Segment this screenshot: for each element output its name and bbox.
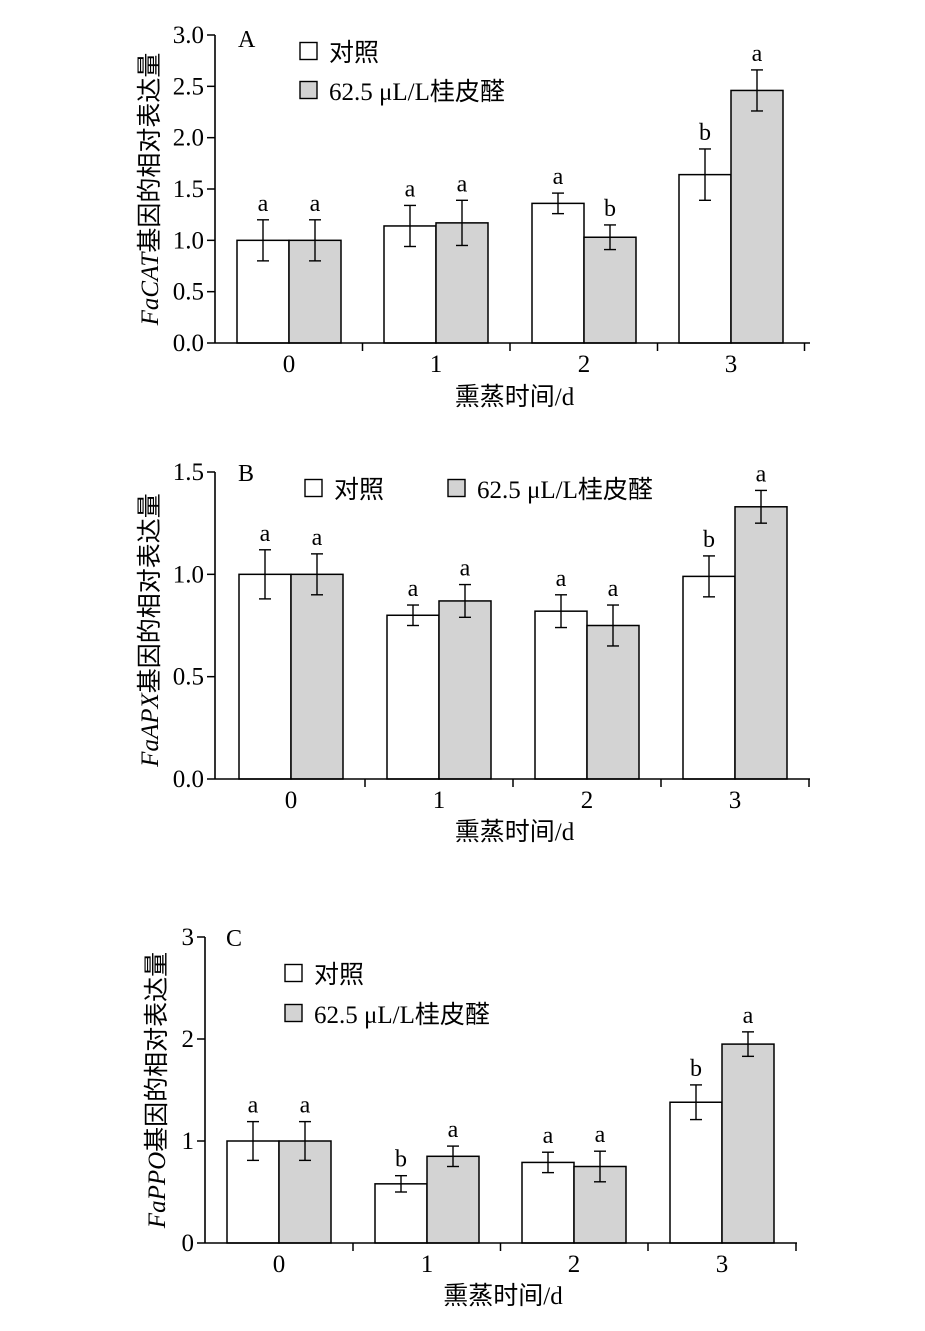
significance-letter: b [703,527,715,553]
y-axis-title: FaPPO基因的相对表达量 [143,952,171,1229]
treatment-bar [290,573,344,780]
significance-letter: a [300,1093,311,1119]
y-axis-title-suffix: 基因的相对表达量 [143,952,171,1152]
significance-letter: a [608,576,619,602]
legend-control-label: 对照 [314,961,364,989]
legend-treatment-label: 62.5 μL/L桂皮醛 [477,476,653,504]
chart-panel-c: a b a b a a a a 0 1 2 3 0 1 2 3 熏蒸时间/d FaPPO基因的相对表达量 C 对照 62… [143,924,797,1310]
y-axis-gene-name: FaPPO [144,1152,171,1229]
significance-letter: a [743,1003,754,1029]
control-bar [374,1183,428,1244]
significance-letter: a [556,566,567,592]
significance-letter: a [543,1123,554,1149]
panel-label: A [238,27,256,53]
significance-letter: a [457,171,468,197]
x-tick-label: 0 [273,1251,286,1278]
y-axis-gene-name: FaAPX [137,691,164,767]
y-tick-label: 2.5 [173,73,204,100]
control-bar [534,610,588,780]
x-axis-title: 熏蒸时间/d [455,383,575,411]
y-axis-gene-name: FaCAT [137,251,164,327]
control-bar [682,575,736,780]
y-tick-label: 3 [182,924,195,951]
control-bar [521,1161,575,1244]
treatment-bar [438,600,492,780]
panel-label: C [226,926,242,952]
panel-label: B [238,461,254,487]
y-tick-label: 0.5 [173,664,204,691]
significance-letter: b [395,1147,407,1173]
x-tick-label: 3 [729,787,742,814]
x-tick-label: 2 [578,351,591,378]
x-tick-label: 2 [568,1251,581,1278]
y-axis-title-suffix: 基因的相对表达量 [136,493,164,693]
y-tick-label: 0.0 [173,330,204,357]
significance-letter: a [752,41,763,67]
legend-control-label: 对照 [329,39,379,67]
significance-letter: a [260,521,271,547]
legend-control-label: 对照 [334,476,384,504]
treatment-bar [730,89,784,344]
significance-letter: a [595,1122,606,1148]
x-tick-label: 2 [581,787,594,814]
y-axis-title: FaCAT基因的相对表达量 [136,53,164,327]
significance-letter: a [310,191,321,217]
x-tick-label: 3 [716,1251,729,1278]
x-axis-title: 熏蒸时间/d [455,818,575,846]
control-bar [531,202,585,344]
control-bar [238,573,292,780]
x-tick-label: 0 [285,787,298,814]
significance-letter: b [690,1056,702,1082]
y-axis-title-suffix: 基因的相对表达量 [136,53,164,253]
y-axis-title: FaAPX基因的相对表达量 [136,493,164,768]
treatment-bar [426,1155,480,1244]
significance-letter: a [408,576,419,602]
chart-panel-b: a a a b a a a a 0.0 0.5 1.0 1.5 0 1 2 3 熏蒸时间/d FaAPX基因的相对… [136,459,810,846]
treatment-bar [583,236,637,344]
y-tick-label: 1.5 [173,459,204,486]
legend-treatment-swatch [447,478,466,498]
control-bar [386,614,440,780]
y-tick-label: 2.0 [173,125,204,152]
x-tick-label: 1 [433,787,446,814]
legend-control-swatch [284,963,303,983]
significance-letter: a [312,525,323,551]
significance-letter: a [248,1093,259,1119]
chart-panel-a: a a a b a a b a 0.0 0.5 1.0 1.5 2.0 2.5 3.0 0 1 2 3 熏蒸时间/d F… [136,22,810,411]
y-tick-label: 0 [182,1230,195,1257]
legend-control-swatch [299,41,318,61]
y-tick-label: 1 [182,1128,195,1155]
x-tick-label: 0 [283,351,296,378]
significance-letter: a [460,556,471,582]
treatment-bar [721,1043,775,1244]
y-tick-label: 3.0 [173,22,204,49]
significance-letter: a [258,191,269,217]
treatment-bar [586,624,640,780]
legend-treatment-label: 62.5 μL/L桂皮醛 [329,78,505,106]
control-bar [669,1101,723,1244]
significance-letter: b [604,196,616,222]
significance-letter: a [448,1117,459,1143]
x-axis-title: 熏蒸时间/d [443,1282,563,1310]
significance-letter: b [699,120,711,146]
y-tick-label: 1.5 [173,176,204,203]
y-tick-label: 1.0 [173,227,204,254]
x-tick-label: 3 [725,351,738,378]
y-tick-label: 1.0 [173,561,204,588]
y-tick-label: 0.5 [173,279,204,306]
y-tick-label: 2 [182,1026,195,1053]
legend-control-swatch [304,478,323,498]
significance-letter: a [553,164,564,190]
legend-treatment-swatch [284,1003,303,1023]
y-tick-label: 0.0 [173,766,204,793]
significance-letter: a [756,461,767,487]
treatment-bar [734,506,788,780]
x-tick-label: 1 [421,1251,434,1278]
legend-treatment-swatch [299,80,318,100]
legend-treatment-label: 62.5 μL/L桂皮醛 [314,1001,490,1029]
x-tick-label: 1 [430,351,443,378]
significance-letter: a [405,176,416,202]
